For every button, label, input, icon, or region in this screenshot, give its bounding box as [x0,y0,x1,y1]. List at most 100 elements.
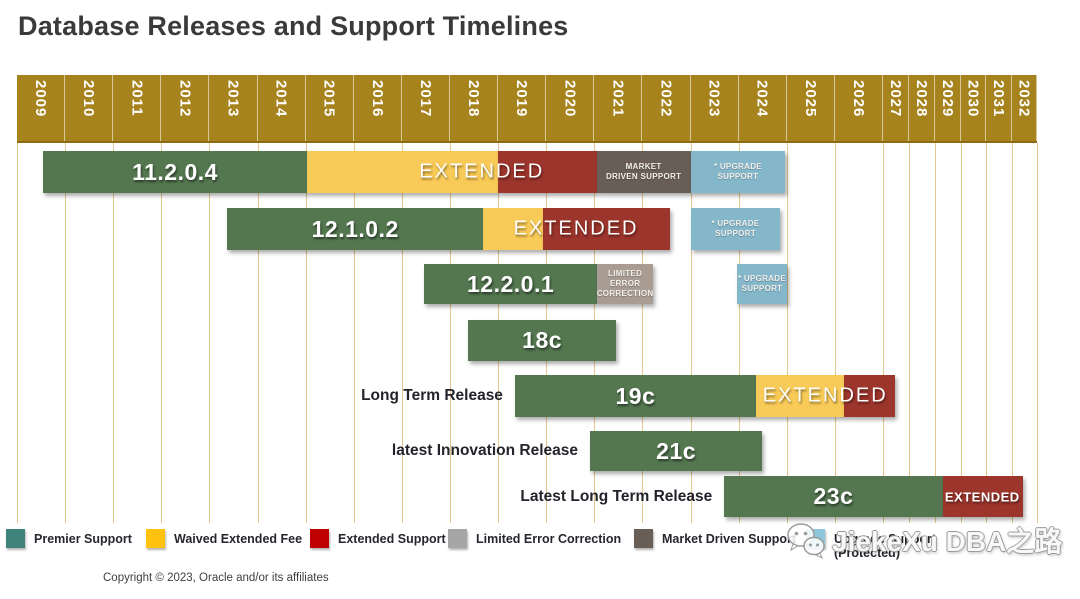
year-tick-label: 2016 [368,80,386,118]
gridline [257,143,259,523]
version-label: 21c [656,437,697,464]
copyright-text: Copyright © 2023, Oracle and/or its affi… [103,572,329,584]
year-tick-2020: 2020 [546,75,595,141]
year-tick-2023: 2023 [691,75,739,141]
legend-swatch [146,529,165,548]
gridline [113,143,115,523]
segment-23c-extended [942,476,1023,517]
gridline [305,143,307,523]
extended-label-19c: EXTENDED [762,384,888,407]
year-tick-label: 2017 [416,80,434,118]
year-tick-2019: 2019 [498,75,547,141]
year-tick-label: 2011 [128,80,146,117]
legend-label: Premier Support [34,532,132,546]
legend-label: Upgrade Support (Protected) [834,532,937,561]
year-tick-2016: 2016 [354,75,402,141]
year-tick-2009: 2009 [17,75,66,141]
gridline [401,143,403,523]
year-tick-label: 2024 [753,80,771,118]
version-label: 12.2.0.1 [467,270,555,297]
year-tick-2014: 2014 [258,75,306,141]
gridline [642,143,644,523]
segment-11.2.0.4-extended [498,151,597,193]
year-tick-label: 2031 [989,80,1007,118]
year-tick-2027: 2027 [883,75,910,141]
legend-label: Extended Support [338,532,446,546]
segment-label: LIMITED ERROR CORRECTION [596,269,654,298]
gridline [960,143,962,523]
year-tick-label: 2028 [913,80,931,118]
year-tick-label: 2022 [657,80,675,118]
gridline [935,143,936,523]
extended-label-12.1.0.2: EXTENDED [513,217,639,240]
year-tick-label: 2026 [849,80,867,118]
gridline [209,143,211,523]
legend-swatch [806,529,825,548]
version-label: 18c [522,327,563,353]
year-tick-2031: 2031 [986,75,1012,141]
year-tick-2024: 2024 [739,75,787,141]
gridline [786,143,788,523]
segment-12.1.0.2-waived [483,208,544,250]
year-tick-label: 2020 [561,80,579,118]
gridline [909,143,911,523]
year-tick-2032: 2032 [1012,75,1038,141]
segment-23c-premier: 23c [724,476,943,517]
year-tick-2012: 2012 [161,75,210,141]
year-tick-label: 2030 [964,80,982,118]
segment-12.2.0.1-limited: LIMITED ERROR CORRECTION [597,264,653,304]
year-tick-label: 2021 [609,80,627,118]
year-tick-label: 2019 [513,80,531,118]
gridline [353,143,355,523]
legend-item-upgrade-support: Upgrade Support (Protected) [806,529,936,561]
legend-label: Market Driven Support [662,532,797,546]
year-tick-label: 2029 [938,80,956,118]
year-tick-2010: 2010 [65,75,114,141]
row-label-19c: Long Term Release [361,387,503,404]
year-tick-2029: 2029 [935,75,961,141]
legend-item-market-driven-support: Market Driven Support [634,529,796,548]
legend-swatch [310,529,329,548]
year-tick-label: 2015 [320,80,338,118]
year-tick-label: 2012 [176,80,194,118]
segment-12.2.0.1-upgrade: * UPGRADE SUPPORT [737,264,787,304]
segment-label: * UPGRADE SUPPORT [711,219,760,238]
segment-18c-premier: 18c [468,320,616,361]
segment-19c-premier: 19c [514,375,756,417]
segment-11.2.0.4-upgrade: * UPGRADE SUPPORT [690,151,786,193]
version-label: 12.1.0.2 [311,215,399,242]
year-tick-2025: 2025 [787,75,835,141]
year-tick-2030: 2030 [961,75,987,141]
legend-label: Waived Extended Fee [174,532,303,546]
segment-12.2.0.1-premier: 12.2.0.1 [424,264,598,304]
year-tick-label: 2023 [705,80,723,118]
legend-swatch [6,529,25,548]
legend-swatch [448,529,467,548]
year-tick-2026: 2026 [835,75,883,141]
year-tick-2022: 2022 [642,75,691,141]
segment-21c-premier: 21c [589,431,763,471]
gridline [986,143,988,523]
gridline [834,143,836,523]
gridline [690,143,692,523]
legend-item-extended-support: Extended Support [310,529,446,548]
gridline [161,143,163,523]
year-tick-2013: 2013 [209,75,258,141]
legend-item-waived-extended-fee: Waived Extended Fee [146,529,302,548]
year-tick-label: 2032 [1015,80,1033,118]
segment-12.1.0.2-extended [543,208,671,250]
legend-label: Limited Error Correction [476,532,622,546]
year-tick-2017: 2017 [402,75,450,141]
year-tick-label: 2025 [801,80,819,118]
year-tick-label: 2010 [80,80,98,118]
row-label-23c: Latest Long Term Release [520,487,713,505]
year-tick-label: 2027 [887,80,905,118]
year-tick-2028: 2028 [909,75,935,141]
gridline [65,143,67,523]
gridline [449,143,451,523]
version-label: 23c [813,483,854,509]
year-tick-label: 2009 [32,80,50,118]
year-axis-header: 2009 2010 2011 2012 2013 2014 2015 2016 2017 2018… [17,75,1038,143]
segment-19c-waived [755,375,844,417]
legend-swatch [634,529,653,548]
